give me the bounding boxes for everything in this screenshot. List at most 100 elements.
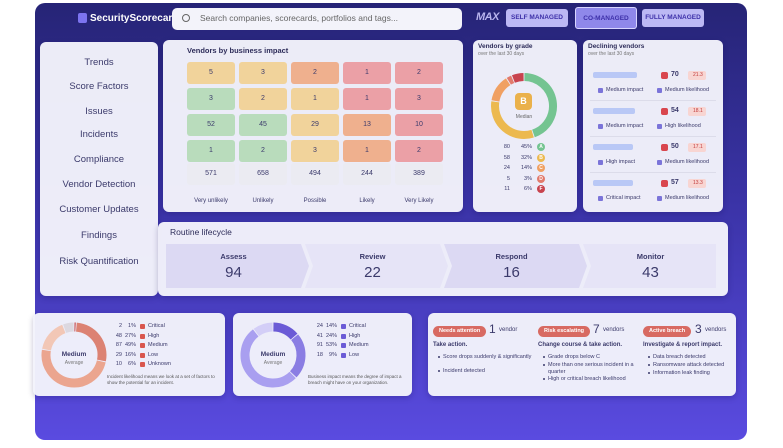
row-icon [341,343,346,348]
column-label: Likely [359,198,375,204]
vendor-likelihood: Medium likelihood [665,195,710,201]
nav-item[interactable]: Compliance [73,154,125,165]
change-badge [688,71,706,80]
stage-count: 22 [364,264,381,281]
row-label: High [349,332,361,339]
summary-note: Incident likelihood means we look at a s… [107,374,215,385]
nav-item[interactable]: Customer Updates [59,204,139,215]
donut-segment [524,73,557,138]
action-heading: Change course & take action. [538,342,623,348]
vendor-change: 21.3 [693,72,703,78]
row-percent: 6% [128,361,136,367]
donut-segment [42,324,66,351]
action-heading: Take action. [433,342,468,348]
row-label: High [148,332,160,339]
nav-item[interactable]: Score Factors [69,81,129,92]
grade-count: 11 [504,186,510,192]
bullet-dot [648,372,650,374]
vendor-unit: vendors [603,327,625,333]
vendor-score: 54 [671,107,679,114]
vendor-likelihood: High likelihood [665,123,701,129]
nav-item[interactable]: Issues [85,106,113,117]
action-heading: Investigate & report impact. [643,342,723,348]
donut-segment [273,322,298,340]
row-label: Low [349,351,360,358]
grade-letter: C [537,164,545,172]
panel-title: Declining vendors [588,43,645,50]
heatmap-total: 389 [395,163,443,185]
donut-segment [491,101,534,139]
nav-item[interactable]: Vendor Detection [62,179,136,190]
vendor-likelihood: Medium likelihood [665,159,710,165]
likelihood-icon [657,88,662,93]
status-badge: Active breach [643,326,692,337]
score-icon [661,108,668,115]
vendor-impact: Medium impact [606,123,644,129]
tab[interactable]: CO-MANAGED [575,7,637,29]
heatmap-cell: 1 [343,62,391,84]
likelihood-icon [657,124,662,129]
row-icon [140,343,145,348]
sidebar [40,42,158,296]
row-count: 24 [316,323,323,329]
row-count: 41 [316,332,323,339]
nav-item[interactable]: Findings [81,230,117,241]
stage-count: 43 [642,264,659,281]
grade-count: 5 [506,175,510,182]
row-icon [140,333,145,339]
stage-shape [166,244,309,288]
search-icon [182,14,190,22]
impact-icon [598,88,603,93]
row-label: Critical [148,323,165,329]
likelihood-icon [657,196,662,201]
row-percent: 14% [325,323,337,329]
nav-item[interactable]: Incidents [79,129,119,140]
vendor-count: 1 [489,322,496,336]
grade-count: 80 [503,144,510,150]
donut-segment [63,322,74,333]
heatmap-cell: 3 [291,140,339,162]
nav-item[interactable]: Risk Quantification [59,256,139,267]
row-percent: 9% [329,351,337,358]
panel-title: Vendors by grade [478,43,533,50]
search-placeholder: Search companies, scorecards, portfolios… [200,13,398,23]
donut-segment [75,322,107,362]
row-percent: 1% [128,323,136,329]
heatmap-cell: 2 [395,62,443,84]
vendor-change: 17.1 [693,144,703,150]
heatmap-cell: 3 [187,88,235,110]
donut-segment [506,75,515,85]
nav-item[interactable]: Trends [84,57,114,68]
tab[interactable]: FULLY MANAGED [642,9,704,27]
row-count: 10 [115,361,122,367]
heatmap-cell: 2 [239,140,287,162]
stage-count: 94 [225,264,242,281]
heatmap-cell: 10 [395,114,443,136]
change-badge [688,107,706,116]
bullet-dot [648,364,650,366]
row-percent: 49% [124,342,136,348]
row-count: 18 [316,351,323,358]
grade-percent: 32% [520,154,532,161]
grade-badge: B [515,93,532,110]
heatmap-cell: 5 [187,62,235,84]
heatmap-cell: 1 [343,140,391,162]
row-count: 2 [118,323,122,329]
heatmap-cell: 2 [291,62,339,84]
logo: SecurityScorecard [90,13,179,24]
row-icon [341,324,346,329]
graphic [491,73,557,139]
bullet: Grade drops below C [548,354,600,360]
row-percent: 27% [124,332,136,339]
grade-letter: B [537,153,545,162]
search-box [172,8,462,30]
panel-title: Vendors by business impact [187,46,289,55]
heatmap-cell: 52 [187,114,235,136]
vendor-bar [593,144,633,150]
tab[interactable]: SELF MANAGED [506,9,568,27]
grade-count: 24 [503,165,510,171]
row-count: 48 [115,332,122,339]
heatmap-total: 244 [343,163,391,185]
row-percent: 16% [124,351,136,358]
